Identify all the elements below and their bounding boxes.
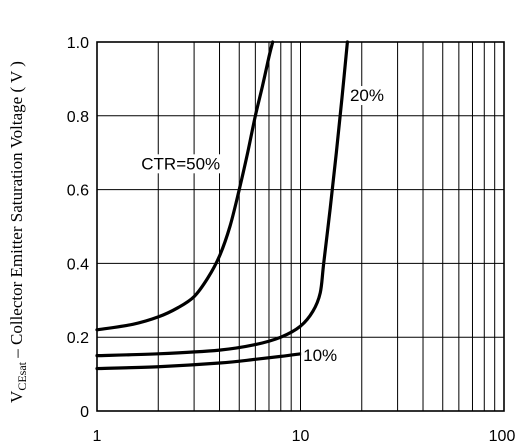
series-line: [95, 352, 303, 371]
series-line: [95, 40, 349, 358]
grid-lines: [97, 42, 504, 411]
y-tick-label: 0.2: [67, 330, 89, 347]
curve-label-background: [301, 346, 340, 366]
y-tick-label: 0: [80, 404, 89, 421]
curve-label-text: 10%: [303, 346, 337, 365]
x-tick-label: 100: [489, 428, 516, 445]
curve-label-text: 20%: [350, 86, 384, 105]
x-tick-label: 1: [93, 428, 102, 445]
y-axis-label-main: V: [7, 390, 26, 403]
curves: [95, 40, 349, 371]
y-tick-label: 1.0: [67, 35, 89, 52]
curve-label-text: CTR=50%: [141, 154, 220, 173]
curve-label-background: [347, 86, 386, 106]
y-tick-label: 0.8: [67, 109, 89, 126]
curve-label: 20%: [347, 86, 386, 106]
series-line: [95, 40, 275, 332]
x-tick-label: 10: [292, 428, 310, 445]
y-axis-label-subscript: CEsat: [15, 361, 29, 390]
y-axis-label: VCEsat – Collector Emitter Saturation Vo…: [7, 61, 29, 403]
curve-label-background: [139, 154, 223, 174]
y-axis-label-rest: – Collector Emitter Saturation Voltage (…: [7, 61, 26, 362]
y-tick-label: 0.6: [67, 183, 89, 200]
plot-area-frame: [96, 41, 505, 412]
curve-label: CTR=50%: [139, 154, 223, 174]
y-tick-label: 0.4: [67, 256, 89, 273]
y-tick-labels: 0 0.2 0.4 0.6 0.8 1.0: [67, 35, 89, 421]
curve-labels: CTR=50% 20% 10%: [139, 86, 386, 366]
x-tick-labels: 1 10 100: [93, 428, 516, 445]
curve-label: 10%: [301, 346, 340, 366]
